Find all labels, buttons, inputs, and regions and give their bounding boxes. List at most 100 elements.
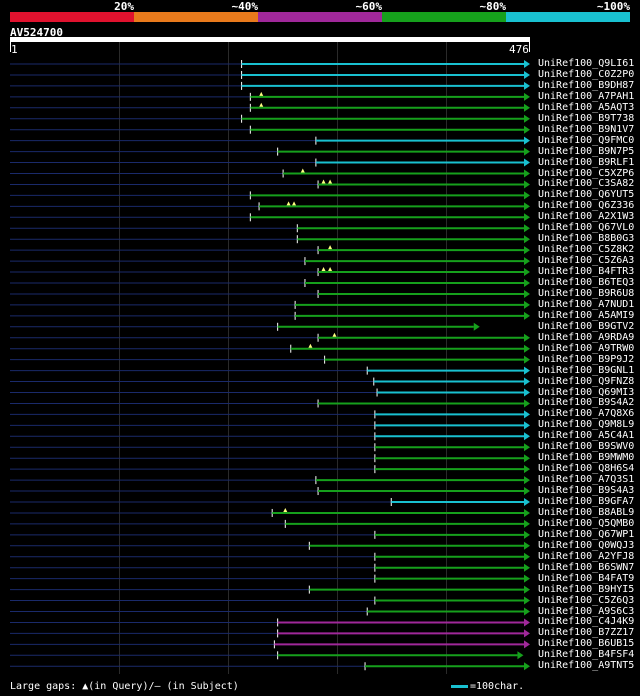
- legend-swatch-80: [382, 12, 506, 22]
- alignment-row: [10, 322, 480, 331]
- alignment-arrow: [524, 70, 530, 79]
- hit-label[interactable]: UniRef100_B9N1V7: [538, 123, 635, 135]
- hit-label[interactable]: UniRef100_Q67WP1: [538, 528, 635, 540]
- hit-label[interactable]: UniRef100_A2X1W3: [538, 211, 635, 223]
- hit-label[interactable]: UniRef100_B9T738: [538, 112, 635, 124]
- hit-label[interactable]: UniRef100_C4J4K9: [538, 616, 635, 628]
- hit-label[interactable]: UniRef100_B9SWV0: [538, 441, 635, 453]
- hit-label[interactable]: UniRef100_A7NUD1: [538, 298, 635, 310]
- hit-label[interactable]: UniRef100_A9TNT5: [538, 660, 635, 672]
- alignment-arrow: [524, 629, 530, 638]
- hit-label[interactable]: UniRef100_B9DH87: [538, 79, 635, 91]
- hit-label[interactable]: UniRef100_Q0WQJ3: [538, 539, 635, 551]
- query-gap-marker: [292, 201, 297, 206]
- hit-label[interactable]: UniRef100_A5C4A1: [538, 430, 635, 442]
- hit-label[interactable]: UniRef100_B9GNL1: [538, 364, 635, 376]
- hit-label[interactable]: UniRef100_A2YFJ8: [538, 550, 635, 562]
- alignment-arrow: [524, 454, 530, 463]
- hit-label[interactable]: UniRef100_B8B0G3: [538, 233, 635, 245]
- alignment-row: [10, 311, 530, 320]
- alignment-arrow: [524, 355, 530, 364]
- alignment-row: [10, 487, 530, 496]
- hit-label[interactable]: UniRef100_Q67VL0: [538, 222, 635, 234]
- alignment-row: [10, 125, 530, 134]
- hit-label[interactable]: UniRef100_Q8H6S4: [538, 463, 635, 475]
- hit-label[interactable]: UniRef100_B9S4A2: [538, 397, 635, 409]
- alignment-arrow: [524, 125, 530, 134]
- hit-label[interactable]: UniRef100_A7PAH1: [538, 90, 635, 102]
- query-gap-marker: [308, 343, 313, 348]
- hit-label[interactable]: UniRef100_B9MWM0: [538, 452, 635, 464]
- hit-label[interactable]: UniRef100_C5Z8K2: [538, 244, 635, 256]
- alignment-row: [10, 498, 530, 506]
- hit-label[interactable]: UniRef100_Q5QMB0: [538, 517, 635, 529]
- scale-legend: =100char.: [451, 681, 524, 692]
- alignment-row: [10, 563, 530, 572]
- alignment-row: [10, 235, 530, 244]
- hit-label[interactable]: UniRef100_B4FSF4: [538, 649, 635, 661]
- alignment-row: [10, 629, 530, 638]
- hit-label[interactable]: UniRef100_C5Z6A3: [538, 255, 635, 267]
- hit-label[interactable]: UniRef100_Q6YUT5: [538, 189, 635, 201]
- alignment-arrow: [524, 476, 530, 485]
- alignment-row: [10, 618, 530, 627]
- hit-label[interactable]: UniRef100_B8ABL9: [538, 506, 635, 518]
- hit-label[interactable]: UniRef100_B9RLF1: [538, 156, 635, 168]
- ruler-end-label: 476: [509, 43, 529, 56]
- grid-line: [119, 42, 120, 674]
- alignment-row: [10, 257, 530, 266]
- hit-label[interactable]: UniRef100_B6SWN7: [538, 561, 635, 573]
- grid-line: [446, 42, 447, 674]
- alignment-arrow: [524, 596, 530, 605]
- hit-label[interactable]: UniRef100_A9S6C3: [538, 605, 635, 617]
- ruler-tick-end: [529, 42, 530, 52]
- hit-label[interactable]: UniRef100_B9GFA7: [538, 496, 635, 507]
- alignment-arrow: [524, 158, 530, 167]
- query-gap-marker: [328, 267, 333, 272]
- alignment-row: [10, 507, 530, 517]
- alignment-arrow: [524, 465, 530, 474]
- alignment-arrow: [524, 443, 530, 452]
- hit-label[interactable]: UniRef100_C3SA82: [538, 178, 635, 190]
- query-gap-marker: [286, 201, 291, 206]
- hit-label[interactable]: UniRef100_Q6Z336: [538, 200, 635, 212]
- hit-label[interactable]: UniRef100_B6UB15: [538, 638, 635, 650]
- hit-label[interactable]: UniRef100_B9HYI5: [538, 583, 635, 595]
- alignment-row: [10, 640, 530, 649]
- alignment-row: [10, 114, 530, 123]
- hit-label[interactable]: UniRef100_B4FAT9: [538, 572, 635, 584]
- hit-label[interactable]: UniRef100_B9GTV2: [538, 320, 635, 332]
- grid-line: [337, 42, 338, 674]
- hit-label[interactable]: UniRef100_Q69MI3: [538, 386, 635, 398]
- hit-label[interactable]: UniRef100_B6TEQ3: [538, 277, 635, 288]
- hit-label[interactable]: UniRef100_C5Z6Q3: [538, 594, 635, 606]
- alignment-row: [10, 541, 530, 550]
- hit-label[interactable]: UniRef100_B9R6U8: [538, 287, 635, 299]
- alignment-row: [10, 399, 530, 408]
- legend-label-20: 20%: [114, 0, 134, 13]
- alignment-row: [10, 289, 530, 298]
- legend-label-80: ~80%: [479, 0, 507, 13]
- hit-label[interactable]: UniRef100_B9N7P5: [538, 145, 635, 157]
- hit-label[interactable]: UniRef100_C0Z2P0: [538, 68, 635, 80]
- hit-label[interactable]: UniRef100_A9TRW0: [538, 342, 635, 354]
- hit-label[interactable]: UniRef100_A5AMI9: [538, 309, 635, 321]
- hit-label[interactable]: UniRef100_A5AQT3: [538, 101, 635, 113]
- alignment-arrow: [524, 541, 530, 550]
- hit-label[interactable]: UniRef100_B9S4A3: [538, 485, 635, 497]
- query-ruler: [10, 37, 530, 42]
- hit-label[interactable]: UniRef100_Q9FNZ8: [538, 375, 635, 387]
- alignment-row: [10, 158, 530, 167]
- hit-label[interactable]: UniRef100_Q9FMC0: [538, 134, 635, 146]
- hit-label[interactable]: UniRef100_B7ZZ17: [538, 627, 635, 639]
- hit-label[interactable]: UniRef100_A7Q8X6: [538, 408, 635, 420]
- hit-label[interactable]: UniRef100_A7Q3S1: [538, 474, 635, 486]
- hit-label[interactable]: UniRef100_B4FTR3: [538, 266, 635, 278]
- hit-label[interactable]: UniRef100_C5XZP6: [538, 167, 635, 179]
- ruler-tick-start: [10, 42, 11, 52]
- hit-label[interactable]: UniRef100_Q9LI61: [538, 58, 635, 69]
- hit-label[interactable]: UniRef100_A9RDA9: [538, 331, 635, 343]
- hit-label[interactable]: UniRef100_Q9M8L9: [538, 419, 635, 431]
- hit-label[interactable]: UniRef100_B9P9J2: [538, 353, 635, 365]
